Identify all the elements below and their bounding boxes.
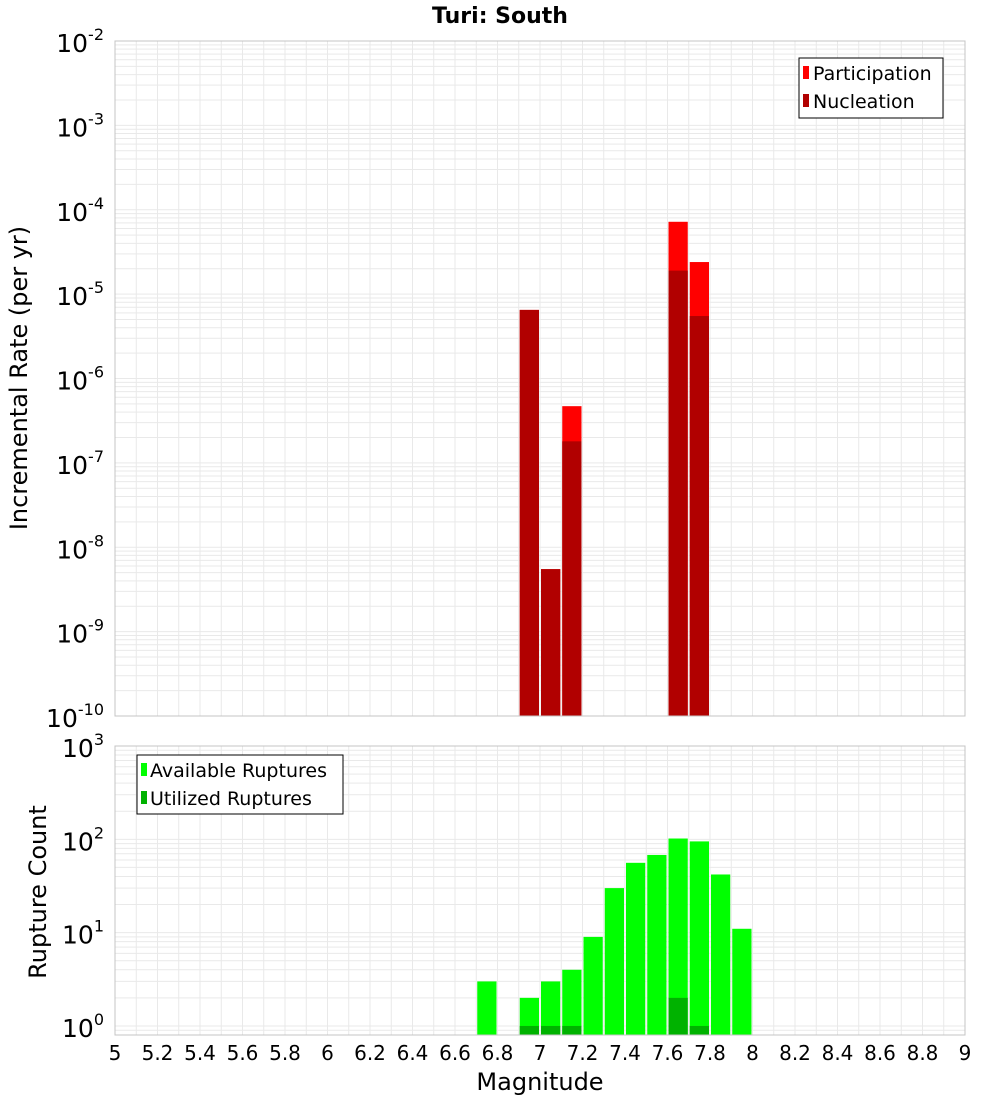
bottom-bar-utilized: [562, 1025, 582, 1035]
top-bar-nucleation: [519, 309, 539, 716]
legend-label-utilized: Utilized Ruptures: [150, 788, 312, 810]
legend-swatch-nucleation: [803, 94, 809, 107]
bottom-bar-utilized: [668, 997, 688, 1035]
bottom-bar-available: [477, 981, 497, 1035]
x-tick-label: 8.8: [907, 1041, 939, 1065]
bottom-bar-available: [711, 874, 731, 1035]
top-y-tick-label: 10-4: [56, 194, 104, 227]
bottom-y-tick-label: 102: [62, 823, 104, 856]
x-tick-label: 8.2: [779, 1041, 811, 1065]
x-tick-label: 7.2: [567, 1041, 599, 1065]
x-tick-label: 6: [321, 1041, 334, 1065]
bottom-bar-available: [647, 854, 667, 1035]
legend-label-participation: Participation: [813, 63, 932, 85]
top-legend-box: [798, 57, 944, 119]
bottom-plot-frame: [114, 745, 966, 1036]
x-tick-label: 6.4: [397, 1041, 429, 1065]
top-panel: 10-10 10-9 10-8 10-7 10-6 10-5 10-4 10-3 10-2 In…: [5, 25, 966, 733]
top-bars: [519, 221, 709, 716]
top-plot-frame: [114, 40, 966, 717]
bottom-legend: Available Ruptures Utilized Ruptures: [136, 754, 344, 815]
x-tick-label: 7.6: [652, 1041, 684, 1065]
bottom-panel: 100 101 102 103 5 5.2 5.4 5.6 5.8 6 6.2 6.4 6.6 6.8 7…: [24, 730, 971, 1096]
top-y-tick-label: 10-8: [56, 531, 104, 564]
top-grid: [115, 41, 965, 716]
legend-swatch-utilized: [141, 791, 147, 804]
top-y-tick-labels: 10-10 10-9 10-8 10-7 10-6 10-5 10-4 10-3 10-2: [46, 25, 104, 733]
x-tick-label: 8: [746, 1041, 759, 1065]
x-tick-label: 8.6: [864, 1041, 896, 1065]
x-tick-label: 6.8: [482, 1041, 514, 1065]
top-bar-nucleation: [541, 569, 561, 716]
bottom-bar-utilized: [541, 1025, 561, 1035]
bottom-y-tick-labels: 100 101 102 103: [62, 730, 104, 1043]
x-tick-label: 7: [534, 1041, 547, 1065]
bottom-bar-available: [626, 862, 646, 1035]
bottom-y-tick-label: 100: [62, 1010, 104, 1043]
top-y-tick-label: 10-10: [46, 700, 104, 733]
bottom-bar-available: [732, 928, 752, 1035]
bottom-bar-utilized: [689, 1025, 709, 1035]
top-y-tick-label: 10-2: [56, 25, 104, 58]
bottom-bar-available: [562, 969, 582, 1035]
x-tick-label: 5.8: [269, 1041, 301, 1065]
x-tick-label: 6.6: [439, 1041, 471, 1065]
chart-title: Turi: South: [432, 4, 568, 29]
top-bar-nucleation: [668, 270, 688, 716]
legend-swatch-participation: [803, 66, 809, 79]
top-y-tick-label: 10-6: [56, 363, 104, 396]
top-y-tick-label: 10-3: [56, 109, 104, 142]
bottom-y-tick-label: 101: [62, 917, 104, 950]
x-tick-label: 7.4: [609, 1041, 641, 1065]
bottom-bars: [477, 838, 752, 1035]
x-tick-label: 5: [109, 1041, 122, 1065]
x-tick-label: 5.4: [184, 1041, 216, 1065]
bottom-legend-box: [136, 754, 344, 815]
top-y-tick-label: 10-7: [56, 447, 104, 480]
x-tick-label: 5.6: [227, 1041, 259, 1065]
top-y-tick-label: 10-9: [56, 616, 104, 649]
x-tick-label: 8.4: [822, 1041, 854, 1065]
bottom-bar-available: [541, 981, 561, 1035]
x-tick-labels: 5 5.2 5.4 5.6 5.8 6 6.2 6.4 6.6 6.8 7 7.2 7.4 7.6 7.8 8…: [109, 1041, 972, 1065]
x-tick-label: 7.8: [694, 1041, 726, 1065]
top-y-tick-label: 10-5: [56, 278, 104, 311]
x-tick-label: 9: [959, 1041, 972, 1065]
bottom-bar-available: [583, 936, 603, 1035]
bottom-bar-available: [668, 838, 688, 1035]
bottom-bar-available: [519, 997, 539, 1035]
legend-label-nucleation: Nucleation: [813, 91, 915, 113]
top-legend: Participation Nucleation: [798, 57, 944, 119]
bottom-y-axis-label: Rupture Count: [24, 805, 52, 979]
x-tick-label: 6.2: [354, 1041, 386, 1065]
top-bar-nucleation: [689, 316, 709, 716]
legend-label-available: Available Ruptures: [150, 760, 327, 782]
x-axis-label: Magnitude: [476, 1068, 603, 1096]
top-bar-nucleation: [562, 441, 582, 716]
bottom-bar-available: [689, 841, 709, 1035]
x-tick-label: 5.2: [142, 1041, 174, 1065]
bottom-y-tick-label: 103: [62, 730, 104, 763]
bottom-bar-available: [604, 888, 624, 1035]
legend-swatch-available: [141, 763, 147, 776]
bottom-bar-utilized: [519, 1025, 539, 1035]
top-y-axis-label: Incremental Rate (per yr): [5, 226, 33, 530]
